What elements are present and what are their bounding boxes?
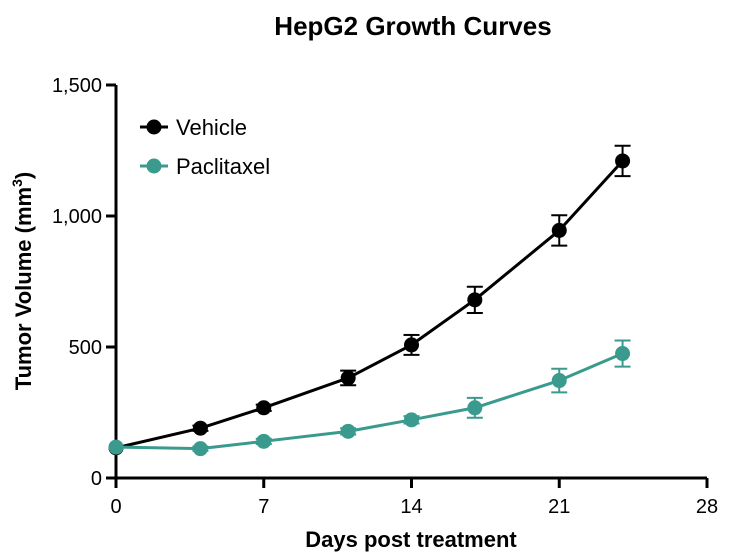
data-point (192, 441, 208, 457)
data-point (192, 420, 208, 436)
y-tick-label: 1,500 (52, 75, 102, 97)
legend-label: Paclitaxel (176, 154, 270, 179)
legend-label: Vehicle (176, 115, 247, 140)
data-point (551, 373, 567, 389)
data-point (256, 400, 272, 416)
y-tick-label: 1,000 (52, 206, 102, 228)
legend-marker (146, 158, 162, 174)
data-point (108, 439, 124, 455)
series-line (115, 352, 624, 451)
data-point (340, 423, 356, 439)
legend: Vehicle Paclitaxel (140, 115, 270, 179)
y-axis-label-close: ) (11, 172, 36, 179)
data-point (256, 433, 272, 449)
series-layer (108, 144, 631, 457)
data-point (404, 412, 419, 428)
x-tick-label: 0 (110, 496, 121, 518)
data-point (467, 400, 483, 416)
data-point (615, 346, 631, 362)
data-point (551, 222, 567, 238)
y-axis-label: Tumor Volume (mm3) (9, 172, 36, 390)
y-axis-label-superscript: 3 (9, 179, 25, 187)
series-paclitaxel (108, 339, 631, 457)
legend-marker (146, 119, 162, 135)
data-point (615, 153, 631, 169)
y-tick-label: 0 (91, 468, 102, 490)
x-tick-label: 7 (258, 496, 269, 518)
x-tick-label: 28 (696, 496, 718, 518)
data-point (467, 292, 483, 308)
x-tick-label: 14 (400, 496, 422, 518)
series-line (115, 159, 624, 450)
x-tick-label: 21 (548, 496, 570, 518)
data-point (340, 370, 356, 386)
legend-item-paclitaxel: Paclitaxel (140, 154, 270, 179)
data-point (404, 337, 419, 353)
legend-item-vehicle: Vehicle (140, 115, 247, 140)
tick-labels: 0 7 14 21 28 0 500 1,000 1,500 (52, 75, 718, 518)
series-vehicle (108, 144, 631, 456)
y-tick-label: 500 (69, 337, 102, 359)
x-axis-label: Days post treatment (305, 527, 517, 552)
chart-title: HepG2 Growth Curves (274, 11, 551, 41)
y-axis-label-main: Tumor Volume (mm (11, 187, 36, 390)
ticks (106, 83, 709, 488)
